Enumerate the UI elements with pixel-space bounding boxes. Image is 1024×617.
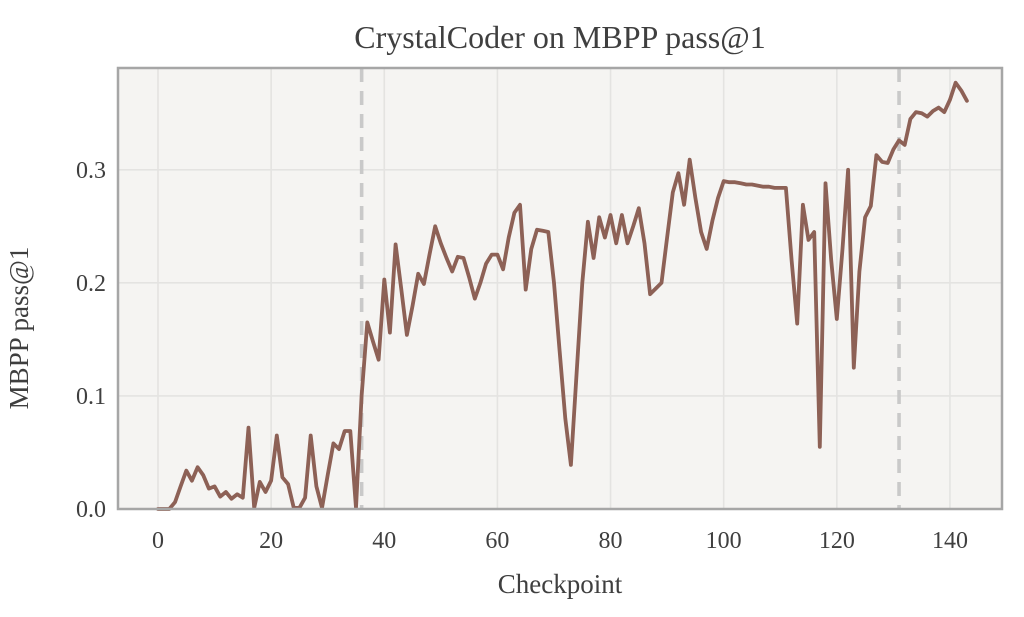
x-tick-label: 100 [706,528,742,554]
series-layer [156,80,969,511]
plot-border [116,66,1004,511]
x-axis-label: Checkpoint [498,569,623,599]
y-tick-label: 0.3 [76,158,106,184]
mbpp-pass1-line [156,80,969,511]
y-axis-label: MBPP pass@1 [4,247,34,410]
y-tick-label: 0.1 [76,384,106,410]
x-tick-label: 60 [485,528,509,554]
x-tick-label: 40 [372,528,396,554]
plot-area [118,68,1002,509]
y-tick-label: 0.2 [76,271,106,297]
x-tick-label: 80 [599,528,623,554]
x-tick-label: 20 [259,528,283,554]
x-tick-label: 140 [932,528,968,554]
x-tick-labels: 0 20 40 60 80 100 120 140 [152,528,968,554]
x-tick-label: 0 [152,528,164,554]
y-tick-label: 0.0 [76,497,106,523]
y-tick-labels: 0.0 0.1 0.2 0.3 [76,158,106,523]
x-tick-label: 120 [819,528,855,554]
chart-title: CrystalCoder on MBPP pass@1 [354,19,765,55]
